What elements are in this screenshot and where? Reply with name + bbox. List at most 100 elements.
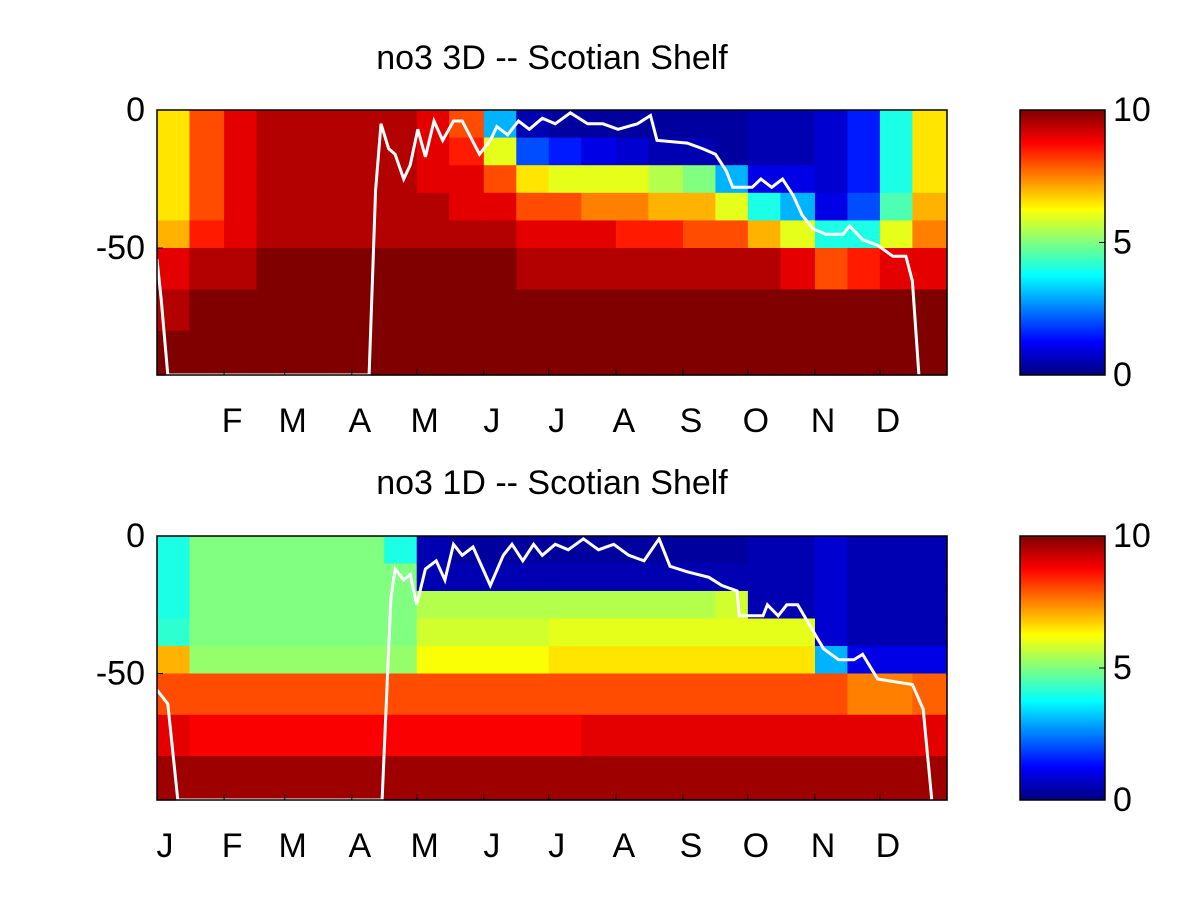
heatmap-cell: [548, 591, 582, 620]
heatmap-cell: [224, 110, 258, 139]
heatmap-cell: [189, 248, 225, 291]
heatmap-cell: [516, 646, 550, 675]
heatmap-cell: [648, 618, 684, 647]
heatmap-cell: [384, 220, 418, 249]
heatmap-cell: [715, 165, 749, 194]
heatmap-cell: [780, 536, 816, 565]
plot-frame: [156, 535, 948, 801]
heatmap-cell: [879, 563, 913, 592]
heatmap-cell: [780, 618, 816, 647]
heatmap-cells: [157, 536, 948, 801]
heatmap-cell: [548, 289, 582, 332]
heatmap-cell: [581, 673, 617, 716]
heatmap-cell: [449, 618, 485, 647]
heatmap-cell: [715, 673, 749, 716]
heatmap-cell: [780, 110, 816, 139]
heatmap-cell: [449, 330, 485, 376]
heatmap-cell: [157, 248, 191, 291]
heatmap-cell: [284, 289, 318, 332]
heatmap-cell: [747, 673, 781, 716]
heatmap-cell: [715, 563, 749, 592]
x-tick-label: M: [279, 827, 307, 865]
heatmap-cell: [483, 330, 517, 376]
heatmap-cell: [317, 289, 353, 332]
heatmap-cell: [548, 673, 582, 716]
heatmap-cell: [516, 618, 550, 647]
heatmap-cell: [879, 591, 913, 620]
heatmap-cell: [449, 289, 485, 332]
y-tick-label: -50: [96, 654, 145, 692]
x-tick-label: M: [279, 402, 307, 440]
heatmap-cell: [449, 673, 485, 716]
heatmap-cell: [256, 756, 286, 801]
heatmap-cell: [615, 165, 649, 194]
colorbar-tick-label: 10: [1113, 91, 1151, 129]
heatmap-cell: [256, 248, 286, 291]
heatmap-cell: [224, 646, 258, 675]
heatmap-cell: [912, 646, 948, 675]
heatmap-cell: [224, 618, 258, 647]
heatmap-cell: [814, 248, 849, 291]
heatmap-cell: [284, 110, 318, 139]
heatmap-cell: [516, 591, 550, 620]
heatmap-cell: [615, 618, 649, 647]
x-tick-label: A: [613, 827, 636, 865]
heatmap-cell: [780, 165, 816, 194]
heatmap-cell: [879, 536, 913, 565]
heatmap-cell: [317, 756, 353, 801]
heatmap-cell: [548, 646, 582, 675]
heatmap-cell: [317, 618, 353, 647]
heatmap-cell: [189, 591, 225, 620]
x-tick-label: A: [348, 402, 371, 440]
heatmap-cell: [648, 646, 684, 675]
heatmap-cell: [284, 192, 318, 222]
heatmap-cell: [449, 165, 485, 194]
heatmap-cell: [416, 646, 450, 675]
heatmap-cell: [317, 137, 353, 166]
heatmap-cell: [581, 714, 617, 757]
heatmap-cell: [548, 137, 582, 166]
heatmap-cell: [912, 289, 948, 332]
heatmap-cell: [548, 192, 582, 222]
heatmap-cell: [912, 591, 948, 620]
heatmap-cell: [224, 673, 258, 716]
heatmap-cell: [483, 673, 517, 716]
heatmap-cell: [317, 110, 353, 139]
heatmap-cell: [351, 536, 385, 565]
heatmap-cell: [416, 756, 450, 801]
heatmap-cell: [814, 756, 849, 801]
heatmap-cell: [780, 330, 816, 376]
heatmap-cell: [879, 137, 913, 166]
heatmap-cell: [682, 330, 717, 376]
heatmap-cell: [256, 563, 286, 592]
x-tick-label: N: [811, 827, 836, 865]
heatmap-cell: [682, 673, 717, 716]
heatmap-cell: [157, 536, 191, 565]
heatmap-cell: [516, 137, 550, 166]
heatmap-cell: [912, 165, 948, 194]
heatmap-cell: [284, 591, 318, 620]
heatmap-cell: [157, 330, 191, 376]
heatmap-cell: [256, 673, 286, 716]
heatmap-cell: [847, 756, 881, 801]
heatmap-cell: [256, 165, 286, 194]
heatmap-cell: [912, 220, 948, 249]
heatmap-cell: [615, 330, 649, 376]
heatmap-cell: [715, 618, 749, 647]
heatmap-cell: [516, 673, 550, 716]
heatmap-cell: [317, 563, 353, 592]
heatmap-cell: [157, 673, 191, 716]
heatmap-cell: [449, 248, 485, 291]
heatmap-cell: [847, 714, 881, 757]
colorbar: [1019, 109, 1106, 376]
heatmap-cell: [747, 289, 781, 332]
y-tick-label: 0: [126, 517, 145, 555]
heatmap-cell: [284, 618, 318, 647]
heatmap-cell: [189, 563, 225, 592]
heatmap-cell: [682, 220, 717, 249]
heatmap-cell: [483, 165, 517, 194]
heatmap-cell: [747, 563, 781, 592]
heatmap-cell: [715, 110, 749, 139]
heatmap-cell: [224, 289, 258, 332]
